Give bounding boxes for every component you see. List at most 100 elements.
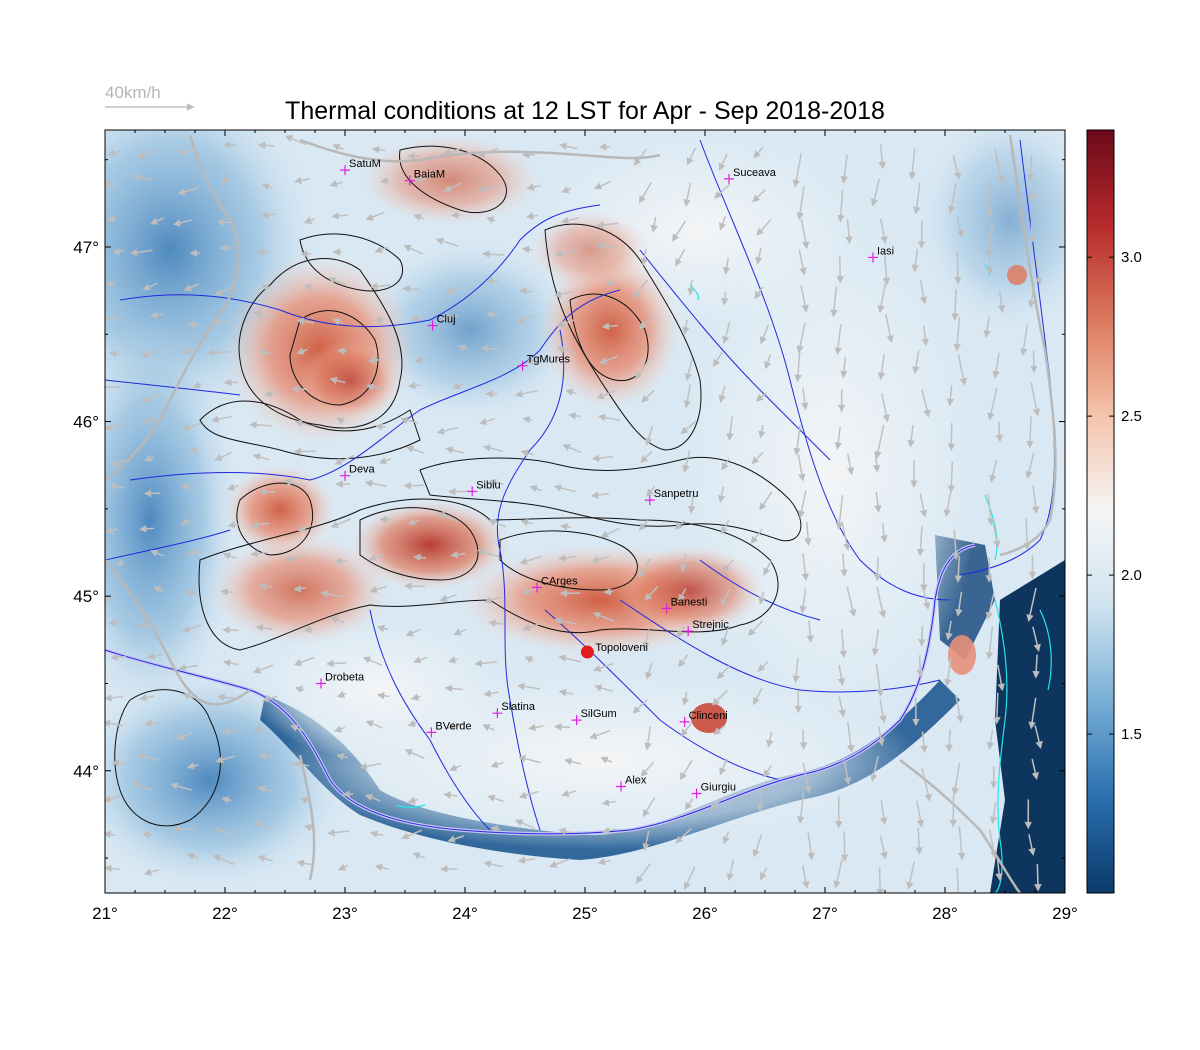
wind-arrow <box>995 421 1004 443</box>
wind-arrow <box>758 424 766 439</box>
topoloveni-marker <box>580 645 594 659</box>
wind-arrow <box>220 175 231 183</box>
wind-arrow <box>553 290 574 298</box>
wind-arrow <box>633 148 648 166</box>
wind-arrow <box>802 762 812 794</box>
city-marker <box>316 678 326 689</box>
warm-subcarpathians <box>615 545 765 635</box>
wind-arrow <box>553 484 576 493</box>
city-label: Sanpetru <box>654 488 699 500</box>
wind-arrow <box>759 324 770 345</box>
wind-arrow <box>952 529 960 561</box>
contour-west <box>299 233 403 292</box>
river-olt <box>496 329 565 831</box>
city-marker <box>492 708 503 719</box>
wind-arrow <box>681 691 690 706</box>
colorbar-tick-label: 3.0 <box>1121 249 1142 266</box>
wind-arrow <box>445 286 461 295</box>
wind-arrow <box>252 664 274 674</box>
city-marker <box>644 495 655 506</box>
wind-arrow <box>720 588 731 607</box>
wind-arrow <box>678 588 687 602</box>
wind-arrow <box>407 381 421 390</box>
contour-apuseni-outer <box>199 400 421 460</box>
wind-arrow <box>367 356 383 365</box>
wind-arrow <box>713 724 726 735</box>
wind-arrow <box>368 553 385 561</box>
contour-apuseni <box>238 258 403 429</box>
wind-arrow <box>186 762 199 770</box>
wind-arrow <box>337 347 347 355</box>
wind-arrow <box>1028 222 1036 244</box>
wind-arrow <box>331 212 348 220</box>
x-tick-label: 25° <box>572 904 598 923</box>
wind-arrow <box>185 589 199 598</box>
city-marker <box>571 715 582 726</box>
wind-arrow <box>755 247 763 265</box>
wind-arrow <box>632 279 649 299</box>
wind-arrow <box>222 552 237 560</box>
city-label: Clinceni <box>689 710 728 722</box>
wind-arrow <box>716 665 731 680</box>
river-bistrita <box>639 249 831 461</box>
wind-arrow <box>593 180 611 190</box>
x-tick-label: 21° <box>92 904 118 923</box>
wind-arrow <box>679 553 688 573</box>
wind-arrow <box>921 767 932 802</box>
city-marker <box>517 360 528 371</box>
wind-arrow <box>951 289 959 321</box>
river-timis <box>105 529 231 561</box>
wind-arrow <box>561 186 572 194</box>
wind-arrow <box>709 796 726 810</box>
city-marker <box>340 165 350 176</box>
wind-arrow <box>300 797 310 805</box>
wind-arrow <box>255 624 273 632</box>
wind-arrow <box>105 182 116 190</box>
wind-arrow <box>380 176 390 184</box>
colorbar: 1.5 2.0 2.5 3.0 <box>1086 129 1142 894</box>
wind-arrow <box>632 699 648 714</box>
wind-arrow <box>722 559 734 573</box>
wind-arrow <box>879 835 888 860</box>
wind-arrow <box>450 550 466 559</box>
city-label: Slatina <box>501 701 536 713</box>
wind-arrow <box>846 586 857 618</box>
warm-fagaras <box>350 500 510 590</box>
city-label: Suceava <box>733 167 777 179</box>
warm-ne-spot <box>1007 265 1027 285</box>
wind-arrow <box>108 482 126 490</box>
wind-arrow <box>253 310 273 319</box>
wind-arrow <box>326 659 347 668</box>
colorbar-bar <box>1086 129 1115 894</box>
wind-arrow <box>597 858 612 866</box>
wind-arrow <box>375 422 386 431</box>
wind-arrow <box>332 144 344 151</box>
wind-scale-label: 40km/h <box>105 83 161 102</box>
wind-arrow <box>988 829 998 859</box>
wind-arrow <box>517 755 541 764</box>
wind-arrow <box>294 685 305 694</box>
wind-arrow <box>1031 485 1040 515</box>
wind-arrow <box>650 216 658 233</box>
wind-arrow <box>871 629 880 657</box>
wind-arrow <box>679 759 693 781</box>
x-tick-label: 29° <box>1052 904 1078 923</box>
wind-arrow <box>215 755 236 764</box>
wind-arrow <box>106 215 117 223</box>
wind-arrow <box>985 626 994 660</box>
wind-arrow <box>178 663 199 672</box>
x-tick-label: 24° <box>452 904 478 923</box>
warm-eastern-carpathians <box>540 250 680 410</box>
wind-arrow <box>561 789 577 797</box>
city-marker <box>661 603 672 614</box>
wind-arrow <box>250 521 270 529</box>
wind-arrow <box>591 454 613 462</box>
river-jiu <box>369 609 491 831</box>
highlight-site: Topoloveni <box>580 642 648 659</box>
wind-arrow <box>142 282 158 291</box>
wind-arrow <box>216 218 232 226</box>
wind-arrow <box>830 286 838 318</box>
wind-arrow <box>919 493 928 518</box>
wind-arrow <box>452 382 464 390</box>
river-crisuri <box>105 379 241 396</box>
